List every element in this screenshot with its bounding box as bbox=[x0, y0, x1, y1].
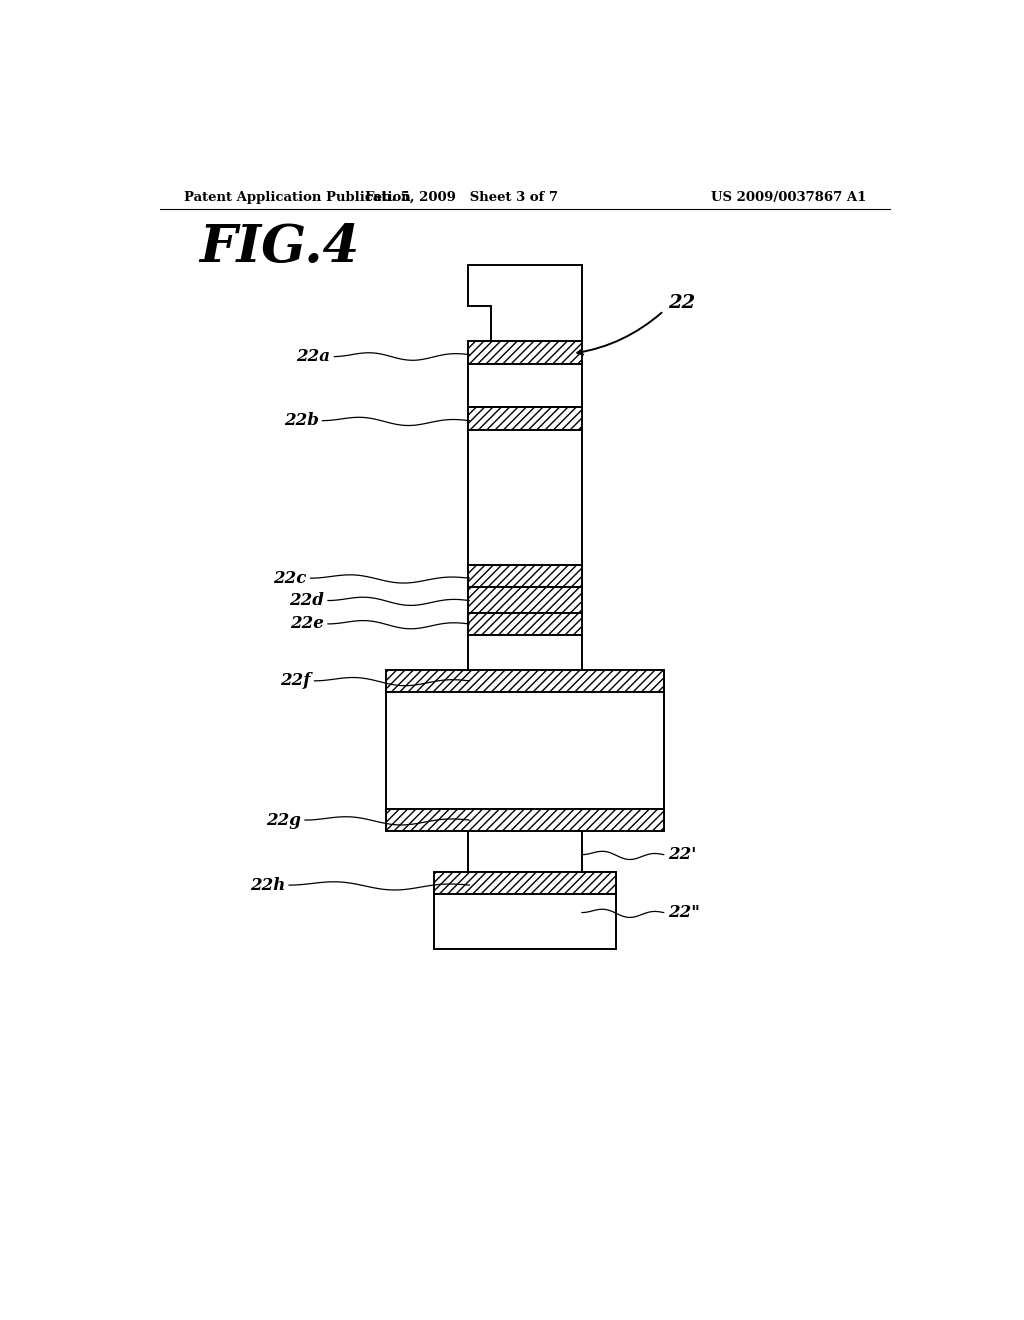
Bar bbox=[468, 408, 582, 430]
Bar bbox=[468, 364, 582, 408]
Text: 22c: 22c bbox=[273, 570, 306, 586]
Bar bbox=[468, 832, 582, 873]
Text: 22f: 22f bbox=[281, 672, 310, 689]
Text: 22g: 22g bbox=[266, 812, 301, 829]
Text: 22': 22' bbox=[668, 846, 696, 863]
Text: 22h: 22h bbox=[250, 876, 285, 894]
Text: US 2009/0037867 A1: US 2009/0037867 A1 bbox=[711, 190, 866, 203]
Bar bbox=[433, 894, 616, 949]
Text: 22b: 22b bbox=[284, 412, 318, 429]
Text: 22e: 22e bbox=[290, 615, 324, 632]
Bar bbox=[468, 635, 582, 669]
Bar bbox=[468, 430, 582, 565]
Bar bbox=[468, 565, 582, 587]
Bar bbox=[433, 873, 616, 894]
Text: Feb. 5, 2009   Sheet 3 of 7: Feb. 5, 2009 Sheet 3 of 7 bbox=[365, 190, 558, 203]
Text: 22a: 22a bbox=[296, 348, 331, 366]
Text: 22d: 22d bbox=[289, 593, 324, 609]
Polygon shape bbox=[468, 265, 582, 342]
Bar bbox=[468, 587, 582, 612]
Text: 22: 22 bbox=[668, 294, 695, 312]
Bar bbox=[386, 692, 664, 809]
Bar bbox=[386, 809, 664, 832]
Text: FIG.4: FIG.4 bbox=[200, 222, 359, 273]
Bar bbox=[386, 669, 664, 692]
Bar bbox=[468, 612, 582, 635]
Bar bbox=[468, 342, 582, 364]
Text: Patent Application Publication: Patent Application Publication bbox=[183, 190, 411, 203]
Text: 22": 22" bbox=[668, 904, 699, 921]
